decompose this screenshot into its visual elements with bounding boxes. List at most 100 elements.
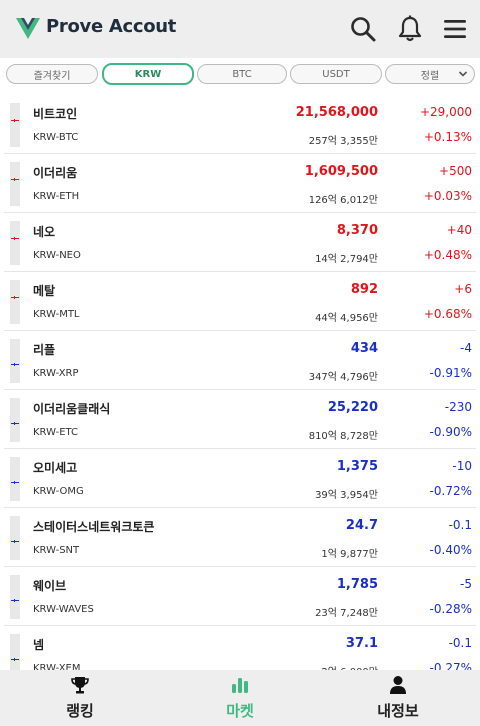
nav-market[interactable]: 마켓 <box>180 674 300 722</box>
coin-change-percent: +0.48% <box>423 248 472 262</box>
coin-change-percent: +0.03% <box>423 189 472 203</box>
coin-name: 스테이터스네트워크토큰 <box>33 520 155 534</box>
search-icon[interactable] <box>348 14 378 44</box>
sort-select[interactable]: 정렬 <box>385 64 475 84</box>
coin-row[interactable]: 이더리움클래식 KRW-ETC 25,220 810억 8,728만 -230 -0.90… <box>4 390 476 449</box>
coin-volume: 23억 7,248만 <box>315 608 378 619</box>
coin-price: 37.1 <box>345 636 378 651</box>
coin-volume: 14억 2,794만 <box>315 254 378 265</box>
app-title: Prove Accout <box>46 16 177 37</box>
coin-row[interactable]: 비트코인 KRW-BTC 21,568,000 257억 3,355만 +29,000 +… <box>4 95 476 154</box>
coin-change: +6 <box>454 282 472 296</box>
coin-price: 21,568,000 <box>295 105 378 120</box>
coin-change-percent: +0.68% <box>423 307 472 321</box>
coin-price: 8,370 <box>336 223 378 238</box>
mini-chart <box>10 103 20 147</box>
coin-change-percent: -0.27% <box>429 661 472 670</box>
mini-chart <box>10 280 20 324</box>
coin-price: 25,220 <box>327 400 378 415</box>
menu-icon[interactable] <box>440 14 470 44</box>
tab-favorites[interactable]: 즐겨찾기 <box>6 64 98 84</box>
coin-change: +500 <box>439 164 472 178</box>
coin-volume: 44억 4,956만 <box>315 313 378 324</box>
coin-pair: KRW-MTL <box>33 309 80 320</box>
coin-price: 1,785 <box>336 577 378 592</box>
coin-pair: KRW-ETC <box>33 427 79 438</box>
trophy-icon <box>20 674 140 696</box>
coin-name: 비트코인 <box>33 107 78 121</box>
tab-krw[interactable]: KRW <box>102 63 194 85</box>
mini-chart <box>10 339 20 383</box>
user-icon <box>338 674 458 696</box>
coin-volume: 1억 9,877만 <box>321 549 378 560</box>
bottom-nav: 랭킹 마켓 내정보 <box>0 670 480 726</box>
coin-volume: 39억 3,954만 <box>315 490 378 501</box>
coin-price: 892 <box>350 282 378 297</box>
coin-change: +40 <box>446 223 472 237</box>
coin-volume: 2억 6,000만 <box>321 663 378 670</box>
coin-change-percent: -0.40% <box>429 543 472 557</box>
coin-pair: KRW-XRP <box>33 368 79 379</box>
coin-row[interactable]: 이더리움 KRW-ETH 1,609,500 126억 6,012만 +500 +0.03… <box>4 154 476 213</box>
bell-icon[interactable] <box>395 14 425 44</box>
vue-logo-icon[interactable] <box>16 18 40 40</box>
sort-label: 정렬 <box>420 70 440 82</box>
coin-price: 434 <box>350 341 378 356</box>
coin-row[interactable]: 넴 KRW-XEM 37.1 2억 6,000만 -0.1 -0.27% <box>4 626 476 670</box>
nav-market-label: 마켓 <box>226 702 254 720</box>
coin-change-percent: +0.13% <box>423 130 472 144</box>
coin-change-percent: -0.28% <box>429 602 472 616</box>
coin-change-percent: -0.91% <box>429 366 472 380</box>
nav-my-info[interactable]: 내정보 <box>338 674 458 722</box>
coin-name: 메탈 <box>33 284 56 298</box>
coin-change: -0.1 <box>448 518 472 532</box>
coin-row[interactable]: 리플 KRW-XRP 434 347억 4,796만 -4 -0.91% <box>4 331 476 390</box>
coin-row[interactable]: 메탈 KRW-MTL 892 44억 4,956만 +6 +0.68% <box>4 272 476 331</box>
coin-row[interactable]: 네오 KRW-NEO 8,370 14억 2,794만 +40 +0.48% <box>4 213 476 272</box>
coin-change: -0.1 <box>448 636 472 650</box>
coin-row[interactable]: 오미세고 KRW-OMG 1,375 39억 3,954만 -10 -0.72% <box>4 449 476 508</box>
coin-row[interactable]: 스테이터스네트워크토큰 KRW-SNT 24.7 1억 9,877만 -0.1 -0.40… <box>4 508 476 567</box>
mini-chart <box>10 457 20 501</box>
coin-name: 네오 <box>33 225 56 239</box>
mini-chart <box>10 575 20 619</box>
coin-volume: 257억 3,355만 <box>308 136 378 147</box>
coin-pair: KRW-XEM <box>33 663 81 670</box>
coin-change-percent: -0.90% <box>429 425 472 439</box>
mini-chart <box>10 162 20 206</box>
coin-name: 이더리움 <box>33 166 78 180</box>
coin-row[interactable]: 웨이브 KRW-WAVES 1,785 23억 7,248만 -5 -0.28% <box>4 567 476 626</box>
coin-volume: 347억 4,796만 <box>308 372 378 383</box>
app-header: Prove Accout <box>0 0 480 58</box>
coin-pair: KRW-NEO <box>33 250 81 261</box>
coin-change: -230 <box>444 400 472 414</box>
mini-chart <box>10 221 20 265</box>
coin-change: +29,000 <box>419 105 472 119</box>
coin-pair: KRW-SNT <box>33 545 80 556</box>
coin-name: 웨이브 <box>33 579 67 593</box>
coin-price: 1,375 <box>336 459 378 474</box>
nav-my-info-label: 내정보 <box>377 702 419 720</box>
mini-chart <box>10 516 20 560</box>
tab-usdt[interactable]: USDT <box>290 64 382 84</box>
coin-pair: KRW-OMG <box>33 486 84 497</box>
coin-price: 24.7 <box>345 518 378 533</box>
coin-pair: KRW-ETH <box>33 191 80 202</box>
coin-volume: 126억 6,012만 <box>308 195 378 206</box>
coin-list[interactable]: 비트코인 KRW-BTC 21,568,000 257억 3,355만 +29,000 +… <box>0 95 480 670</box>
nav-ranking[interactable]: 랭킹 <box>20 674 140 722</box>
coin-change-percent: -0.72% <box>429 484 472 498</box>
nav-ranking-label: 랭킹 <box>66 702 94 720</box>
coin-pair: KRW-WAVES <box>33 604 94 615</box>
mini-chart <box>10 398 20 442</box>
chevron-down-icon <box>458 69 468 82</box>
coin-price: 1,609,500 <box>304 164 378 179</box>
coin-change: -4 <box>460 341 472 355</box>
coin-name: 이더리움클래식 <box>33 402 111 416</box>
coin-change: -10 <box>452 459 472 473</box>
tab-btc[interactable]: BTC <box>197 64 287 84</box>
coin-pair: KRW-BTC <box>33 132 79 143</box>
bar-chart-icon <box>180 674 300 696</box>
market-tabs: 즐겨찾기 KRW BTC USDT 정렬 <box>0 58 480 94</box>
coin-volume: 810억 8,728만 <box>308 431 378 442</box>
